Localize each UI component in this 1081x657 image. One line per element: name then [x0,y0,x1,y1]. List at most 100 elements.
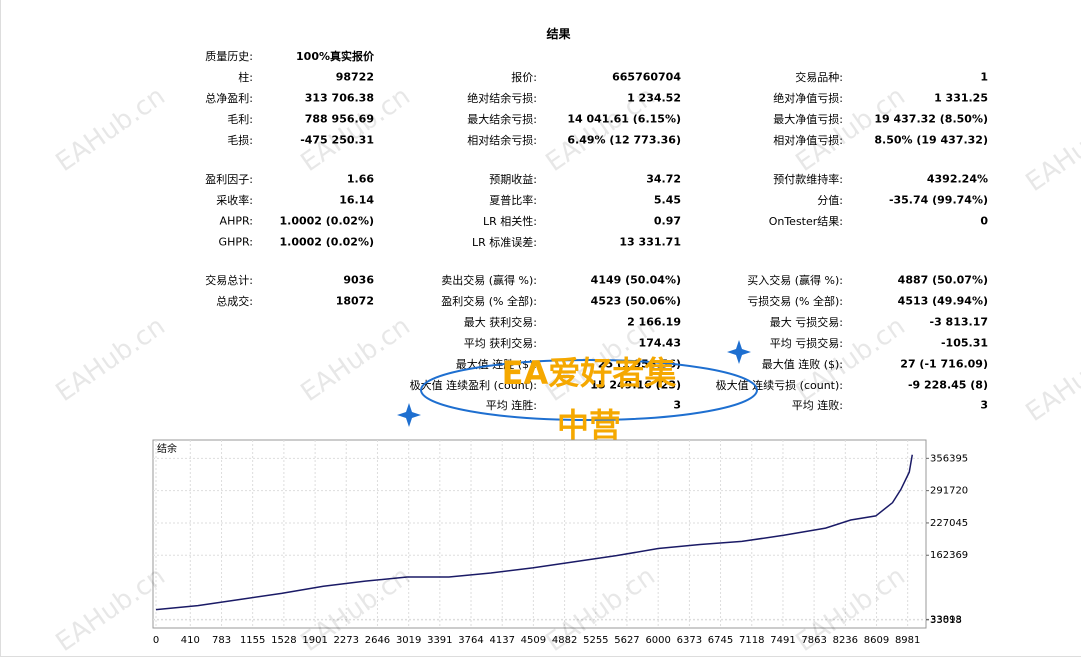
x-tick-label: 7118 [739,635,764,646]
watermark: EAHub.cn [296,311,416,408]
stat-value: 2 166.19 [627,315,681,329]
x-tick-label: 1155 [240,635,265,646]
watermark: EAHub.cn [51,81,171,178]
stat-value: 19 437.32 (8.50%) [874,112,988,126]
stat-label: 盈利交易 (% 全部): [441,294,537,308]
stat-label: 极大值 连续盈利 (count): [409,378,537,392]
stat-label: 分值: [817,193,843,207]
stat-value: 1.0002 (0.02%) [279,235,375,249]
stat-value: -3 813.17 [929,315,989,329]
stat-value: 1 234.52 [627,91,681,105]
stat-label: 盈利因子: [205,173,253,186]
chart-title: 结余 [157,442,177,455]
stat-label: OnTester结果: [768,214,843,228]
stat-label: LR 相关性: [483,214,537,228]
y-tick-label: 162369 [930,550,968,561]
stat-value: 13 331.71 [619,235,681,249]
y-tick-label: 227045 [930,518,968,529]
stat-label: 平均 连胜: [485,399,537,413]
stat-label: 总成交: [216,294,253,308]
stat-value: 1.66 [346,172,374,186]
x-tick-label: 5627 [614,635,639,646]
stat-label: 卖出交易 (赢得 %): [441,274,537,287]
report-title: 结果 [546,27,571,41]
stat-label: 平均 亏损交易: [769,336,843,350]
stat-value: -35.74 (99.74%) [888,193,988,207]
watermark: EAHub.cn [791,311,911,408]
stat-value: 4887 (50.07%) [897,273,988,287]
logo-star [727,340,751,364]
stat-value: 4149 (50.04%) [590,273,681,287]
stat-value: 5.45 [653,193,681,207]
stat-value: 34.72 [646,172,681,186]
x-tick-label: 4509 [521,635,546,646]
stat-value: 174.43 [638,336,681,350]
stat-value: 313 706.38 [304,91,374,105]
stat-label: 夏普比率: [489,193,537,207]
stat-label: 买入交易 (赢得 %): [747,274,843,287]
stat-value: 4392.24% [926,172,988,186]
x-tick-label: 3391 [427,635,452,646]
stat-value: 14 041.61 (6.15%) [567,112,681,126]
stat-label: LR 标准误差: [472,235,537,249]
stat-value: 27 (-1 716.09) [900,357,988,371]
watermark: EAHub.cn [791,81,911,178]
stat-label: 绝对净值亏损: [773,91,843,105]
stat-value: 3 [673,398,681,412]
stat-value: 1 [980,70,988,84]
stat-value: -475 250.31 [300,133,374,147]
stat-label: 采收率: [216,193,253,207]
x-tick-label: 0 [153,635,159,646]
stat-value: 98722 [335,70,374,84]
stat-label: 柱: [238,70,253,84]
x-tick-label: 410 [181,635,200,646]
x-tick-label: 1528 [271,635,296,646]
watermark: EAHub.cn [296,81,416,178]
stat-label: 绝对结余亏损: [467,91,537,105]
logo-text: EA爱好者集 [502,354,677,392]
y-tick-label: 356395 [930,453,968,464]
stat-value: -9 228.45 (8) [907,378,988,391]
stat-label: 最大净值亏损: [773,112,843,126]
x-tick-label: 4137 [490,635,515,646]
stat-label: 极大值 连续亏损 (count): [715,378,843,392]
x-tick-label: 783 [212,635,231,646]
stat-value: 0.97 [653,214,681,228]
x-tick-label: 1901 [302,635,327,646]
stat-value: -105.31 [940,336,988,350]
stat-value: 8.50% (19 437.32) [874,133,988,147]
stat-label: 毛利: [227,112,253,126]
logo-ring [420,359,758,421]
stat-label: GHPR: [218,235,253,249]
x-tick-label: 8981 [895,635,920,646]
stat-label: 交易品种: [795,70,843,84]
stat-label: 质量历史: [205,50,253,63]
x-tick-label: 6000 [645,635,670,646]
stat-value: 3 [980,398,988,412]
stat-value: 1.0002 (0.02%) [279,214,375,228]
x-tick-label: 5255 [583,635,608,646]
stat-value: 9036 [343,273,374,287]
stat-value: 16.14 [339,193,374,207]
x-tick-label: 6373 [677,635,702,646]
stat-label: 亏损交易 (% 全部): [747,294,843,308]
x-tick-label: 7491 [770,635,795,646]
logo-text: 中营 [557,406,621,444]
stat-label: 总净盈利: [205,91,253,105]
stat-value: 4513 (49.94%) [897,294,988,308]
stat-value: 665760704 [612,70,681,84]
stat-label: 相对净值亏损: [773,133,843,147]
logo-star [397,403,421,427]
stat-value: 6.49% (12 773.36) [567,133,681,147]
stat-value: 4523 (50.06%) [590,294,681,308]
stat-label: 交易总计: [205,274,253,287]
y-tick-label: 33018 [930,615,962,626]
x-tick-label: 4882 [552,635,577,646]
stat-value: 100%真实报价 [296,50,374,63]
stat-value: 15 249.16 (23) [590,378,681,391]
stat-label: 相对结余亏损: [467,133,537,147]
x-tick-label: 7863 [801,635,826,646]
x-tick-label: 2273 [334,635,359,646]
x-tick-label: 6745 [708,635,733,646]
